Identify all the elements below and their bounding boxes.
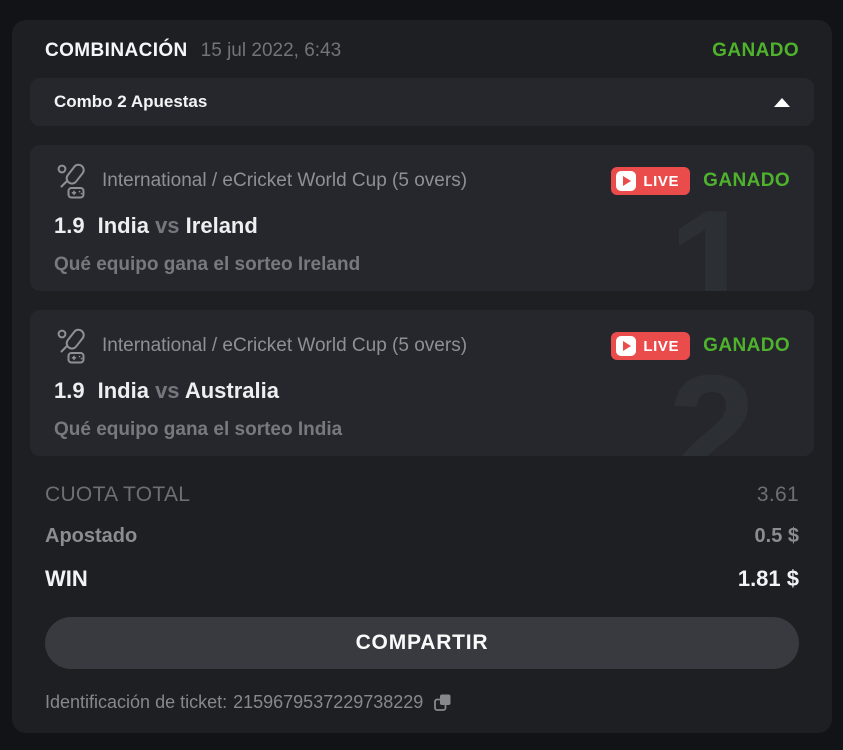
vs-label: vs xyxy=(155,213,180,238)
match-row: 1.9 India vs Australia xyxy=(54,378,790,404)
ecricket-icon xyxy=(57,328,85,364)
odds-value: 1.9 xyxy=(54,213,85,238)
total-odds-value: 3.61 xyxy=(756,483,799,506)
share-button[interactable]: COMPARTIR xyxy=(45,617,799,669)
ticket-date: 15 jul 2022, 6:43 xyxy=(200,40,342,61)
ticket-status-badge: GANADO xyxy=(712,40,799,61)
copy-icon[interactable] xyxy=(432,692,453,713)
bet-status-badge: GANADO xyxy=(703,170,790,191)
home-team: India xyxy=(97,213,149,238)
match-row: 1.9 India vs Ireland xyxy=(54,213,790,239)
odds-value: 1.9 xyxy=(54,378,85,403)
play-icon xyxy=(616,171,637,191)
live-label: LIVE xyxy=(643,172,680,190)
away-team: Ireland xyxy=(185,213,258,238)
bet-type-label: COMBINACIÓN xyxy=(45,40,188,61)
live-badge: LIVE xyxy=(611,167,691,195)
ecricket-icon xyxy=(57,163,85,199)
live-badge: LIVE xyxy=(611,332,691,360)
stake-value: 0.5 $ xyxy=(754,525,799,547)
bet-status-badge: GANADO xyxy=(703,335,790,356)
combo-label: Combo 2 Apuestas xyxy=(54,92,208,111)
ticket-id-value: 2159679537229738229 xyxy=(233,692,424,712)
away-team: Australia xyxy=(184,378,279,403)
bet-number-watermark: 2 xyxy=(668,343,756,456)
live-label: LIVE xyxy=(643,337,680,355)
bet-ticket-panel: COMBINACIÓN 15 jul 2022, 6:43 GANADO Com… xyxy=(12,20,832,733)
stake-row: Apostado 0.5 $ xyxy=(45,525,799,548)
win-label: WIN xyxy=(45,566,88,591)
play-icon xyxy=(616,336,637,356)
ticket-header: COMBINACIÓN 15 jul 2022, 6:43 GANADO xyxy=(12,20,832,62)
ticket-id-row: Identificación de ticket: 21596795372297… xyxy=(45,692,799,713)
bet-card-1: International / eCricket World Cup (5 ov… xyxy=(30,145,814,291)
stake-label: Apostado xyxy=(45,525,138,547)
bet-number-watermark: 1 xyxy=(668,178,756,291)
total-odds-label: CUOTA TOTAL xyxy=(45,483,191,506)
win-value: 1.81 $ xyxy=(737,566,799,591)
tournament-label: International / eCricket World Cup (5 ov… xyxy=(102,335,468,356)
vs-label: vs xyxy=(155,378,180,403)
total-odds-row: CUOTA TOTAL 3.61 xyxy=(45,483,799,507)
market-selection-label: Qué equipo gana el sorteo Ireland xyxy=(54,254,361,275)
triangle-up-icon[interactable] xyxy=(774,97,790,107)
win-row: WIN 1.81 $ xyxy=(45,566,799,592)
totals-section: CUOTA TOTAL 3.61 Apostado 0.5 $ WIN 1.81… xyxy=(12,483,832,592)
combo-collapse-bar[interactable]: Combo 2 Apuestas xyxy=(30,78,814,126)
ticket-id-label: Identificación de ticket: xyxy=(45,692,228,712)
market-selection-label: Qué equipo gana el sorteo India xyxy=(54,419,343,440)
bet-card-2: International / eCricket World Cup (5 ov… xyxy=(30,310,814,456)
home-team: India xyxy=(97,378,149,403)
tournament-label: International / eCricket World Cup (5 ov… xyxy=(102,170,468,191)
